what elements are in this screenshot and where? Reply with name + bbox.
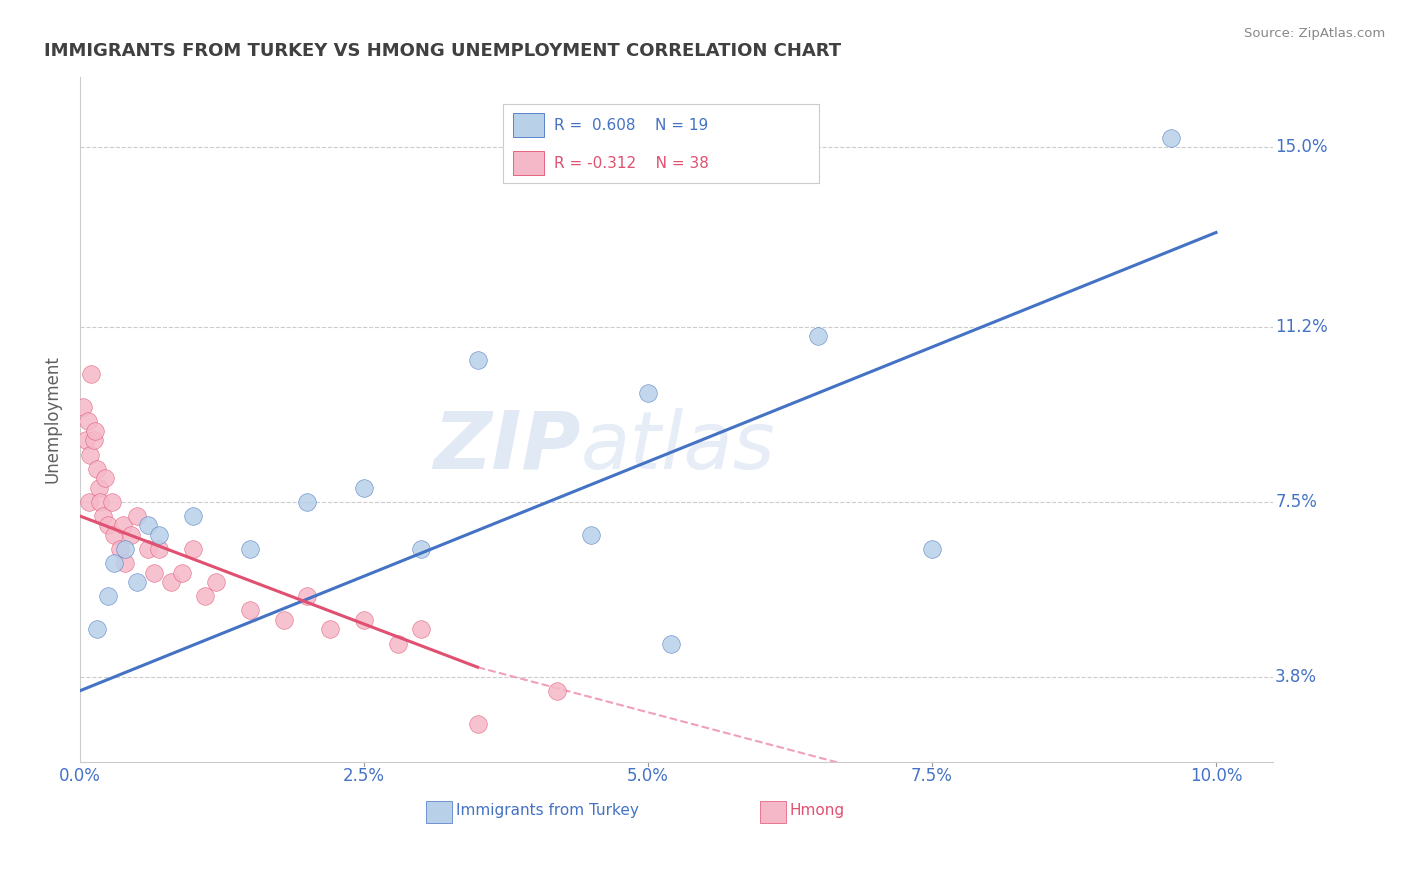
Point <box>239 542 262 557</box>
Point <box>108 542 131 557</box>
Point <box>72 401 94 415</box>
Point <box>637 386 659 401</box>
Point <box>183 508 205 523</box>
Text: Source: ZipAtlas.com: Source: ZipAtlas.com <box>1244 27 1385 40</box>
Text: IMMIGRANTS FROM TURKEY VS HMONG UNEMPLOYMENT CORRELATION CHART: IMMIGRANTS FROM TURKEY VS HMONG UNEMPLOY… <box>44 42 841 60</box>
Point <box>125 575 148 590</box>
Point <box>103 556 125 570</box>
Point <box>172 566 194 580</box>
Point <box>579 528 602 542</box>
Point <box>353 613 375 627</box>
Point <box>295 590 318 604</box>
Point <box>76 415 98 429</box>
Point <box>91 508 114 523</box>
Text: Immigrants from Turkey: Immigrants from Turkey <box>456 804 638 819</box>
Bar <box>759 801 786 823</box>
Point <box>921 542 943 557</box>
Point <box>183 542 205 557</box>
Point <box>295 495 318 509</box>
Point <box>467 717 489 731</box>
Point <box>546 683 568 698</box>
Point <box>142 566 165 580</box>
Point <box>114 556 136 570</box>
Point <box>387 636 409 650</box>
Point <box>1160 131 1182 145</box>
Point <box>125 508 148 523</box>
Point <box>77 495 100 509</box>
Text: atlas: atlas <box>581 408 776 485</box>
Bar <box>426 801 453 823</box>
Y-axis label: Unemployment: Unemployment <box>44 355 60 483</box>
Point <box>409 623 432 637</box>
Text: 3.8%: 3.8% <box>1275 667 1317 686</box>
Point <box>148 528 170 542</box>
Point <box>409 542 432 557</box>
Text: Hmong: Hmong <box>790 804 845 819</box>
Text: 7.5%: 7.5% <box>1275 492 1317 511</box>
Point <box>136 542 159 557</box>
Point <box>89 495 111 509</box>
Point <box>159 575 181 590</box>
Point <box>83 424 105 438</box>
Point <box>89 481 111 495</box>
Point <box>79 448 101 462</box>
Point <box>112 518 135 533</box>
Point <box>97 518 120 533</box>
Text: 11.2%: 11.2% <box>1275 318 1327 336</box>
Point <box>807 329 830 343</box>
Point <box>103 528 125 542</box>
Point <box>75 434 97 448</box>
Point <box>353 481 375 495</box>
Point <box>239 603 262 617</box>
Text: 15.0%: 15.0% <box>1275 138 1327 156</box>
Point <box>80 368 103 382</box>
Point <box>319 623 342 637</box>
Point <box>467 353 489 368</box>
Point <box>120 528 142 542</box>
Point <box>100 495 122 509</box>
Point <box>94 471 117 485</box>
Point <box>114 542 136 557</box>
Point <box>205 575 228 590</box>
Point <box>194 590 217 604</box>
Point <box>83 434 105 448</box>
Point <box>97 590 120 604</box>
Point <box>273 613 295 627</box>
Point <box>136 518 159 533</box>
Point <box>148 542 170 557</box>
Point <box>86 461 108 475</box>
Text: ZIP: ZIP <box>433 408 581 485</box>
Point <box>86 623 108 637</box>
Point <box>659 636 682 650</box>
